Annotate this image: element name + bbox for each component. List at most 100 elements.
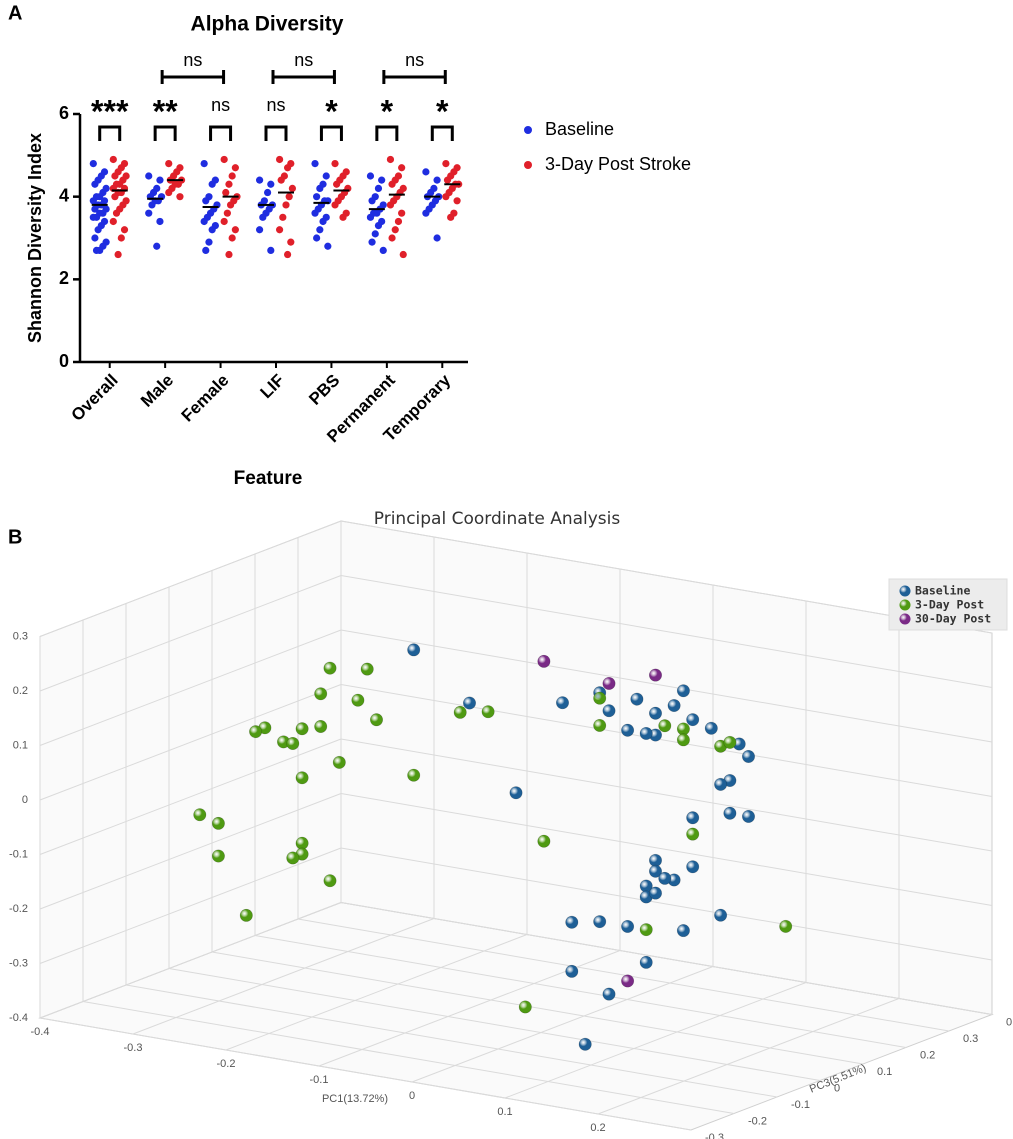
data-point (374, 184, 383, 192)
data-point (288, 184, 296, 192)
data-point (111, 172, 119, 180)
grid-line (340, 793, 993, 906)
legend-marker (524, 161, 532, 169)
data-point (639, 923, 653, 937)
data-point (386, 201, 395, 209)
z-tick-label: -0.3 (705, 1132, 724, 1139)
data-point (313, 193, 321, 201)
y-tick-label: 2 (59, 268, 69, 288)
chart-title: Principal Coordinate Analysis (374, 509, 621, 529)
y-tick-label: 0 (22, 794, 28, 806)
data-point (447, 213, 455, 221)
significance-label: *** (91, 93, 129, 129)
data-point (231, 226, 239, 234)
data-point (200, 160, 208, 168)
legend-label: 3-Day Post (915, 598, 984, 612)
data-point (220, 155, 228, 164)
data-point (602, 987, 616, 1001)
data-point (193, 808, 207, 822)
data-point (578, 1037, 592, 1051)
data-point (284, 250, 292, 259)
data-point (89, 213, 97, 221)
legend-marker (899, 613, 911, 625)
y-tick-label: -0.3 (9, 957, 28, 969)
data-point (208, 180, 216, 188)
grid-line (297, 918, 950, 1032)
data-point (267, 246, 275, 254)
x-tick-label: Male (137, 371, 177, 411)
data-point (286, 736, 300, 750)
y-tick-label: 0.2 (13, 685, 28, 697)
significance-bracket (264, 125, 288, 141)
data-point (602, 676, 616, 690)
grid-line (504, 982, 807, 1099)
data-point (555, 696, 569, 710)
data-point (205, 238, 213, 246)
data-point (276, 155, 284, 164)
data-point (630, 692, 644, 706)
data-point (91, 234, 99, 242)
data-point (443, 176, 452, 184)
data-point (316, 226, 324, 234)
z-tick-label: 0.1 (877, 1066, 892, 1078)
data-point (226, 201, 235, 209)
data-point (593, 691, 607, 705)
data-point (165, 160, 173, 168)
data-point (109, 217, 117, 226)
data-point (602, 704, 616, 718)
data-point (779, 919, 793, 933)
data-point (211, 816, 225, 830)
data-point (518, 1000, 532, 1014)
group-bracket (160, 70, 226, 84)
data-point (374, 222, 383, 230)
data-point (225, 180, 233, 188)
significance-label: ns (266, 95, 285, 115)
data-point (176, 193, 184, 201)
data-point (92, 246, 101, 254)
data-point (267, 180, 275, 188)
data-point (648, 886, 662, 900)
data-point (388, 180, 396, 188)
grid-line (411, 966, 714, 1083)
grid-line (168, 968, 821, 1081)
data-point (360, 662, 374, 676)
data-point (386, 155, 395, 164)
data-point (231, 164, 239, 172)
x-tick-label: -0.2 (217, 1058, 236, 1070)
data-point (111, 193, 119, 201)
data-point (225, 250, 233, 259)
data-point (462, 696, 476, 710)
data-point (621, 723, 635, 737)
data-point (259, 213, 267, 221)
data-point (156, 176, 164, 184)
grid-line (132, 918, 435, 1035)
y-tick-label: 0.3 (13, 630, 28, 642)
data-point (368, 197, 376, 205)
x-tick-label: LIF (257, 371, 288, 402)
data-point (639, 955, 653, 969)
grid-line (39, 902, 342, 1019)
data-point (481, 705, 495, 719)
data-point (509, 786, 523, 800)
x-tick-label: Female (178, 371, 233, 426)
data-point (714, 777, 728, 791)
data-point (741, 749, 755, 763)
data-point (117, 234, 125, 242)
grid-line (340, 575, 993, 688)
grid-line (82, 1001, 735, 1114)
data-point (284, 164, 292, 172)
data-point (537, 834, 551, 848)
data-point (704, 721, 718, 735)
z-tick-label: -0.2 (748, 1115, 767, 1127)
data-point (208, 226, 216, 234)
data-point (648, 706, 662, 720)
data-point (391, 226, 399, 234)
group-bracket (271, 70, 336, 84)
grid-line (211, 951, 864, 1065)
grid-line (39, 1017, 692, 1131)
group-label: ns (294, 50, 313, 70)
legend-label: Baseline (915, 584, 970, 598)
data-point (91, 205, 99, 213)
group-label: ns (183, 50, 202, 70)
data-point (422, 209, 430, 217)
